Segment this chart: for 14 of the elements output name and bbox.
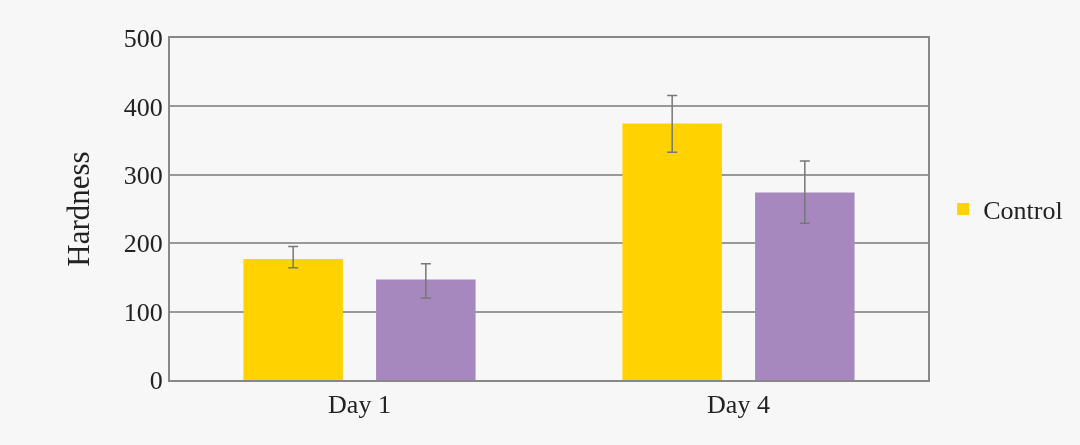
- y-tick-label: 100: [123, 297, 163, 327]
- y-tick-label: 300: [123, 160, 163, 190]
- bar: [622, 123, 722, 380]
- x-tick-label: Day 4: [707, 390, 770, 420]
- legend-label: Control: [983, 196, 1063, 226]
- y-tick-label: 500: [123, 24, 163, 54]
- y-tick-label: 0: [149, 366, 163, 396]
- bar: [376, 279, 476, 380]
- y-axis-title: Hardness: [60, 151, 96, 267]
- x-tick-label: Day 1: [328, 390, 391, 420]
- y-tick-label: 400: [123, 92, 163, 122]
- y-tick-label: 200: [123, 229, 163, 259]
- bar: [755, 192, 855, 380]
- bar: [243, 258, 343, 380]
